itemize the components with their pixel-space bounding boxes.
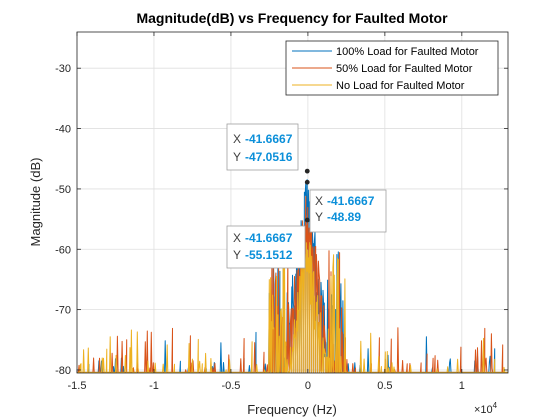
x-tick-label: 0 bbox=[305, 380, 311, 392]
x-tick-label: -1 bbox=[149, 380, 159, 392]
legend-label-series-3: No Load for Faulted Motor bbox=[336, 80, 465, 92]
datatip-1-y-key: Y bbox=[233, 150, 241, 164]
datatip-1-y-value: -47.0516 bbox=[245, 150, 293, 164]
y-tick-label: -80 bbox=[55, 365, 71, 377]
x-tick-label: -1.5 bbox=[68, 380, 87, 392]
datatip-2-y-key: Y bbox=[315, 210, 323, 224]
x-tick-label: 1 bbox=[459, 380, 465, 392]
datatip-1-x-value: -41.6667 bbox=[245, 132, 293, 146]
datatip-2-y-value: -48.89 bbox=[327, 210, 361, 224]
chart-title: Magnitude(dB) vs Frequency for Faulted M… bbox=[136, 10, 448, 26]
datatip-2-x-key: X bbox=[315, 194, 323, 208]
axis-ticks: -1.5 -1 -0.5 0 0.5 1 -80 -70 -60 -50 -40 -30 bbox=[55, 32, 508, 392]
datatip-1-box bbox=[226, 123, 299, 171]
y-tick-label: -50 bbox=[55, 184, 71, 196]
datatip-3-x-key: X bbox=[233, 231, 241, 245]
legend-label-series-1: 100% Load for Faulted Motor bbox=[336, 46, 479, 58]
datatip-3: X -41.6667 Y -55.1512 bbox=[226, 225, 306, 269]
y-tick-label: -30 bbox=[55, 63, 71, 75]
series-layer bbox=[77, 179, 508, 373]
datatip-3-x-value: -41.6667 bbox=[245, 231, 293, 245]
y-tick-label: -40 bbox=[55, 124, 71, 136]
datatip-2: X -41.6667 Y -48.89 bbox=[309, 189, 387, 233]
x-tick-label: 0.5 bbox=[377, 380, 392, 392]
series-line-3 bbox=[77, 242, 508, 373]
datatip-3-box bbox=[226, 225, 306, 269]
datatip-2-box bbox=[309, 189, 387, 233]
datatip-markers bbox=[304, 168, 310, 223]
datatip-marker-3 bbox=[304, 217, 310, 223]
x-axis-exponent-base: ×10 bbox=[474, 404, 493, 416]
legend: 100% Load for Faulted Motor 50% Load for… bbox=[285, 40, 499, 96]
y-axis-label: Magnitude (dB) bbox=[28, 158, 43, 247]
datatip-marker-2 bbox=[304, 179, 310, 185]
datatip-1: X -41.6667 Y -47.0516 bbox=[226, 123, 299, 171]
datatip-1-x-key: X bbox=[233, 132, 241, 146]
x-axis-exponent: ×104 bbox=[474, 401, 498, 416]
datatip-3-y-value: -55.1512 bbox=[245, 248, 293, 262]
datatip-3-y-key: Y bbox=[233, 248, 241, 262]
x-axis-label: Frequency (Hz) bbox=[247, 402, 337, 417]
y-tick-label: -70 bbox=[55, 305, 71, 317]
legend-label-series-2: 50% Load for Faulted Motor bbox=[336, 63, 473, 75]
x-tick-label: -0.5 bbox=[221, 380, 240, 392]
datatip-marker-1 bbox=[304, 168, 310, 174]
datatip-2-x-value: -41.6667 bbox=[327, 194, 375, 208]
x-axis-exponent-power: 4 bbox=[493, 401, 498, 410]
y-tick-label: -60 bbox=[55, 244, 71, 256]
plot-frame bbox=[76, 31, 509, 374]
